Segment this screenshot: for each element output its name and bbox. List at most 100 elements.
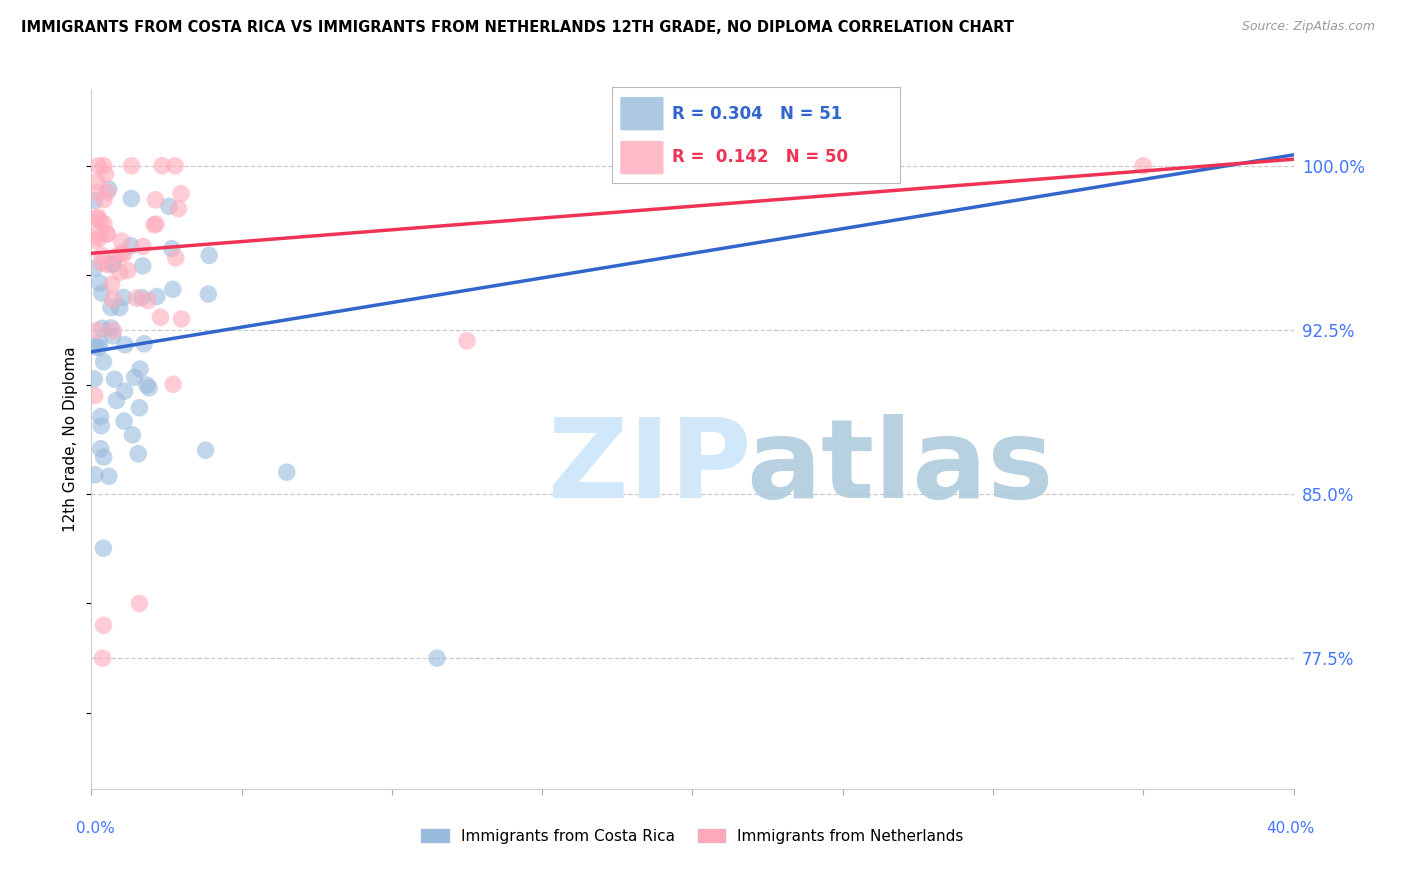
Point [100, 277, 122, 292]
Point [83, 233, 105, 247]
FancyBboxPatch shape [620, 141, 664, 174]
Point [87, 210, 110, 224]
Point [136, 293, 159, 308]
Point [83, 388, 105, 402]
Point [128, 596, 150, 610]
Point [90, 409, 112, 424]
Point [135, 378, 157, 392]
FancyBboxPatch shape [620, 97, 664, 130]
Point [117, 263, 139, 277]
Point [456, 334, 478, 348]
Text: 40.0%: 40.0% [1267, 821, 1315, 836]
Point [162, 282, 184, 296]
Point [276, 465, 298, 479]
Point [90, 248, 112, 262]
Point [143, 218, 166, 232]
Point [93, 541, 115, 556]
Text: Source: ZipAtlas.com: Source: ZipAtlas.com [1241, 20, 1375, 33]
Point [86, 323, 108, 337]
Point [157, 199, 180, 213]
Point [108, 265, 131, 279]
Point [150, 159, 173, 173]
Point [90, 256, 112, 270]
Point [146, 289, 169, 303]
Point [131, 291, 153, 305]
Legend: Immigrants from Costa Rica, Immigrants from Netherlands: Immigrants from Costa Rica, Immigrants f… [415, 822, 970, 850]
Point [194, 443, 217, 458]
Text: R =  0.142   N = 50: R = 0.142 N = 50 [672, 148, 848, 166]
Point [165, 159, 187, 173]
Point [114, 338, 136, 352]
Text: atlas: atlas [747, 414, 1054, 521]
Point [134, 336, 156, 351]
Text: IMMIGRANTS FROM COSTA RICA VS IMMIGRANTS FROM NETHERLANDS 12TH GRADE, NO DIPLOMA: IMMIGRANTS FROM COSTA RICA VS IMMIGRANTS… [21, 20, 1014, 35]
Point [167, 202, 190, 216]
Point [89, 225, 111, 239]
Point [83, 372, 105, 386]
Point [114, 384, 136, 399]
Point [97, 182, 120, 196]
Point [96, 257, 118, 271]
Point [170, 186, 193, 201]
Point [89, 335, 111, 350]
Point [160, 242, 183, 256]
Point [101, 293, 124, 307]
Point [121, 427, 143, 442]
Point [101, 257, 124, 271]
Point [93, 618, 115, 632]
Point [149, 310, 172, 325]
Point [108, 301, 131, 315]
Point [86, 175, 108, 189]
Point [97, 469, 120, 483]
Point [138, 381, 160, 395]
Point [1132, 159, 1154, 173]
Point [87, 341, 110, 355]
Point [90, 442, 112, 456]
Point [124, 370, 146, 384]
Point [94, 167, 117, 181]
Point [197, 287, 219, 301]
Point [103, 324, 125, 338]
Point [162, 377, 184, 392]
Point [426, 651, 449, 665]
Point [84, 467, 107, 482]
Point [86, 211, 108, 226]
Point [100, 321, 122, 335]
Point [90, 418, 112, 433]
Point [100, 301, 122, 315]
Point [83, 194, 105, 208]
Point [89, 231, 111, 245]
Text: 0.0%: 0.0% [76, 821, 115, 836]
Point [165, 251, 187, 265]
Text: ZIP: ZIP [548, 414, 752, 521]
Point [101, 329, 124, 343]
Y-axis label: 12th Grade, No Diploma: 12th Grade, No Diploma [63, 346, 79, 533]
Point [93, 159, 115, 173]
Point [132, 239, 155, 253]
Point [198, 248, 221, 262]
Point [96, 227, 118, 241]
Point [112, 290, 135, 304]
Point [96, 185, 118, 199]
Point [125, 291, 148, 305]
Point [93, 450, 115, 464]
Point [84, 340, 107, 354]
Point [93, 355, 115, 369]
Point [83, 261, 105, 276]
Point [105, 393, 128, 408]
Point [128, 401, 150, 415]
Point [87, 159, 110, 173]
Point [89, 276, 111, 290]
Point [131, 259, 153, 273]
Point [105, 249, 128, 263]
Point [96, 227, 118, 242]
Point [90, 286, 112, 301]
Point [111, 234, 134, 248]
Point [120, 192, 142, 206]
Point [91, 321, 114, 335]
Point [101, 258, 124, 272]
Point [145, 193, 167, 207]
Point [93, 193, 115, 207]
Point [110, 246, 132, 260]
Point [103, 372, 125, 386]
